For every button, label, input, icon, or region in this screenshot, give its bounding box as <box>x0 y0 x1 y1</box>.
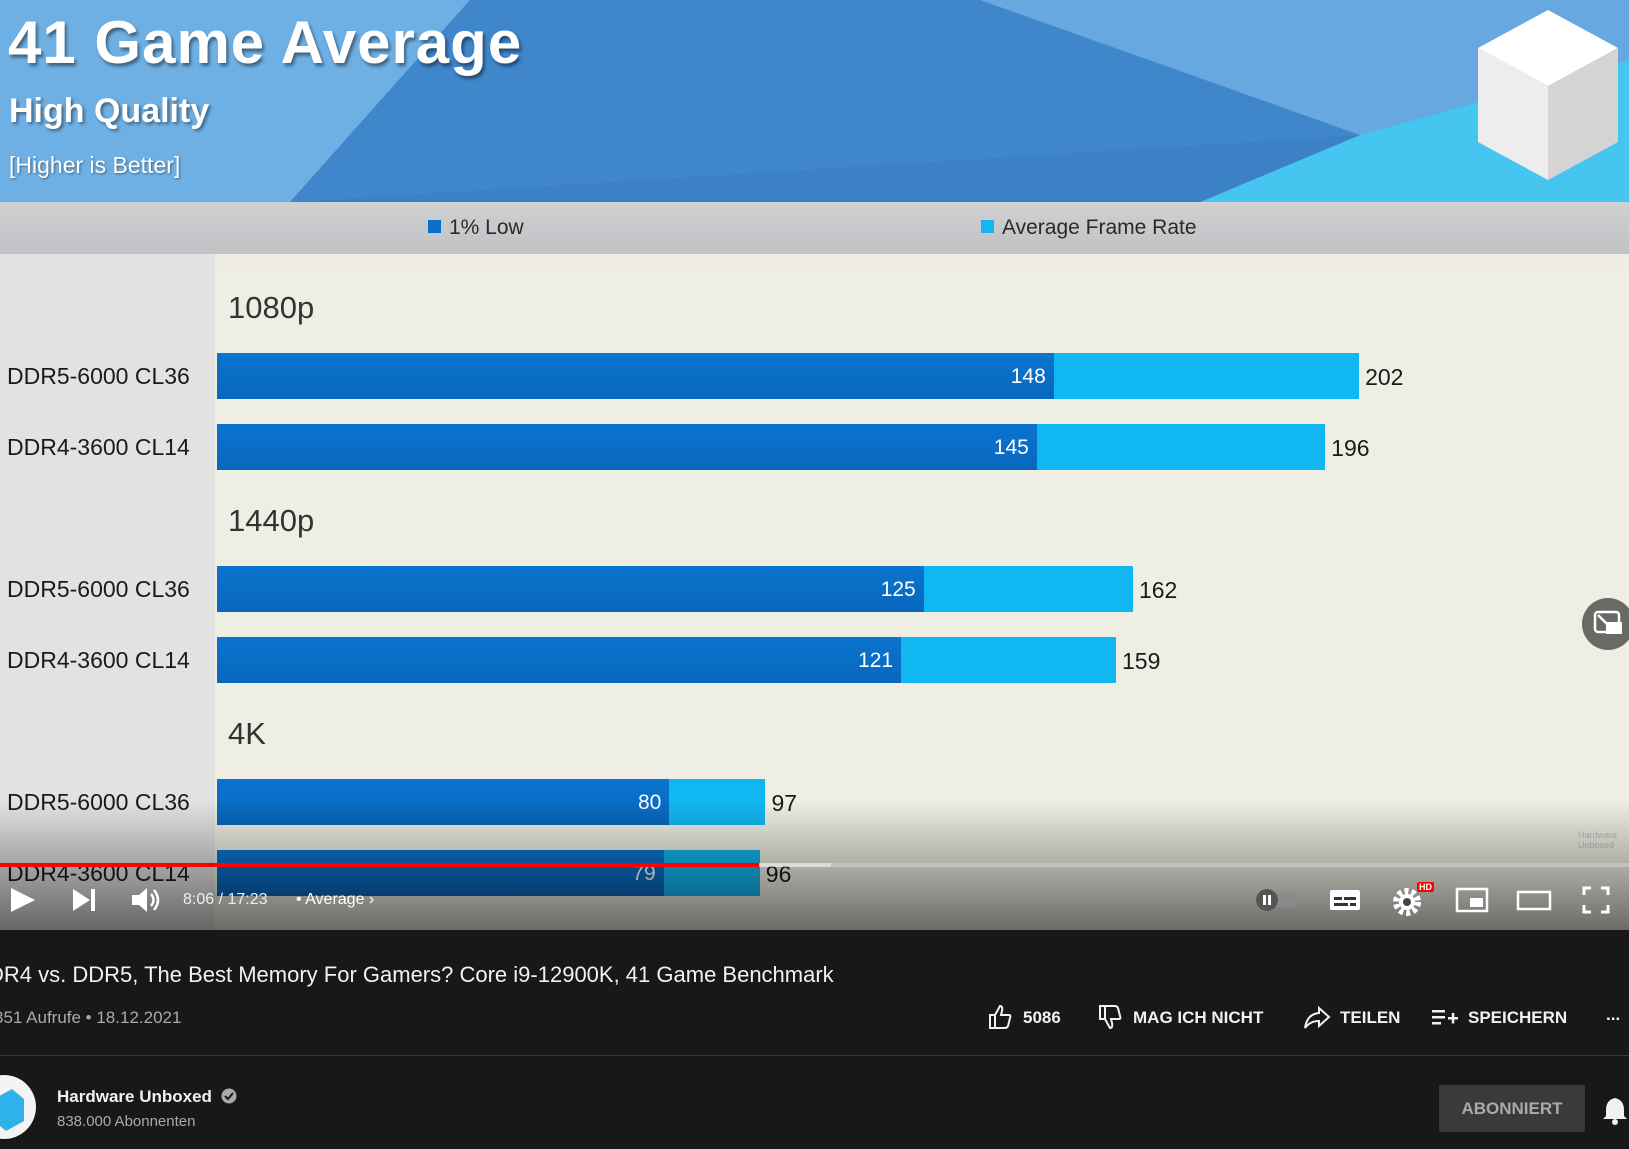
bar-avg-value: 196 <box>1331 435 1370 461</box>
legend-label-low: 1% Low <box>449 216 524 239</box>
subscriber-count: 838.000 Abonnenten <box>57 1113 196 1130</box>
time-display: 8:06 / 17:23 <box>183 891 268 908</box>
miniplayer-icon <box>1593 610 1622 634</box>
legend-label-avg: Average Frame Rate <box>1002 216 1197 239</box>
bar-low-value: 145 <box>993 436 1029 459</box>
group-label: 4K <box>228 716 266 751</box>
like-count: 5086 <box>1023 1008 1061 1027</box>
save-label: SPEICHERN <box>1468 1008 1568 1027</box>
settings-button[interactable]: HD <box>1390 882 1434 918</box>
next-icon[interactable] <box>70 885 100 915</box>
logo-cube-icon <box>1478 10 1618 180</box>
bar-low-value: 80 <box>637 791 662 814</box>
row-label: DDR5-6000 CL36 <box>7 789 190 815</box>
legend-item-low: 1% Low <box>428 216 524 240</box>
bar-avg-value: 97 <box>771 790 798 816</box>
chart-legend: 1% Low Average Frame Rate <box>0 202 1629 254</box>
slide-subtitle: High Quality <box>9 92 210 130</box>
bar-low <box>217 637 902 683</box>
subtitles-icon[interactable] <box>1328 885 1362 915</box>
thumbs-up-icon <box>989 1004 1012 1029</box>
channel-name-row[interactable]: Hardware Unboxed <box>57 1087 237 1107</box>
slide-banner: 41 Game Average High Quality [Higher is … <box>0 0 1629 202</box>
thumbs-down-icon <box>1099 1005 1122 1030</box>
share-label: TEILEN <box>1340 1008 1401 1027</box>
video-player[interactable]: 41 Game Average High Quality [Higher is … <box>0 0 1629 930</box>
hd-badge: HD <box>1417 882 1434 892</box>
legend-item-avg: Average Frame Rate <box>981 216 1197 240</box>
row-label: DDR4-3600 CL14 <box>7 434 190 460</box>
play-icon[interactable] <box>8 885 38 915</box>
legend-swatch-low <box>428 220 441 233</box>
bar-avg-value: 202 <box>1365 364 1404 390</box>
subscribe-button[interactable]: ABONNIERT <box>1439 1085 1585 1132</box>
chapter-link[interactable]: • Average › <box>296 891 374 909</box>
channel-name: Hardware Unboxed <box>57 1087 212 1106</box>
bell-icon[interactable] <box>1600 1095 1629 1125</box>
autoplay-toggle[interactable] <box>1255 888 1301 912</box>
playlist-add-icon <box>1432 1010 1458 1025</box>
watermark: Hardware Unboxed <box>1578 830 1618 850</box>
progress-bar[interactable] <box>0 863 1629 867</box>
chevron-right-icon: › <box>368 891 375 908</box>
verified-check-icon <box>221 1088 237 1104</box>
bar-low <box>217 566 924 612</box>
miniplayer-button-icon[interactable] <box>1455 885 1489 915</box>
slide-note: [Higher is Better] <box>9 152 181 178</box>
bar-low <box>217 353 1054 399</box>
bar-low-value: 125 <box>880 578 916 601</box>
miniplayer-toggle-button[interactable] <box>1582 598 1629 650</box>
theater-mode-icon[interactable] <box>1516 885 1552 915</box>
section-divider <box>0 1055 1629 1056</box>
row-label: DDR5-6000 CL36 <box>7 363 190 389</box>
progress-played <box>0 863 760 867</box>
bar-low-value: 148 <box>1010 365 1046 388</box>
dislike-label: MAG ICH NICHT <box>1133 1008 1264 1027</box>
fullscreen-icon[interactable] <box>1581 885 1611 915</box>
share-icon <box>1304 1005 1331 1029</box>
channel-avatar[interactable] <box>0 1075 40 1139</box>
row-label: DDR4-3600 CL14 <box>7 647 190 673</box>
legend-swatch-avg <box>981 220 994 233</box>
volume-icon[interactable] <box>130 885 164 915</box>
bar-avg-value: 159 <box>1121 648 1161 674</box>
video-title: DR4 vs. DDR5, The Best Memory For Gamers… <box>0 962 834 987</box>
banner-background <box>0 0 1629 202</box>
bar-avg-value: 162 <box>1138 577 1178 603</box>
slide-title: 41 Game Average <box>8 9 523 76</box>
row-label: DDR5-6000 CL36 <box>7 576 190 602</box>
group-label: 1080p <box>228 290 315 325</box>
more-actions-button[interactable]: ... <box>1606 1005 1620 1025</box>
bar-low <box>217 424 1037 470</box>
group-label: 1440p <box>228 503 315 538</box>
gear-icon <box>1393 888 1421 916</box>
bar-low-value: 121 <box>858 649 894 672</box>
more-icon: ... <box>1606 1005 1621 1024</box>
chapter-label: • Average <box>296 891 365 908</box>
view-count: 351 Aufrufe • 18.12.2021 <box>0 1008 182 1027</box>
